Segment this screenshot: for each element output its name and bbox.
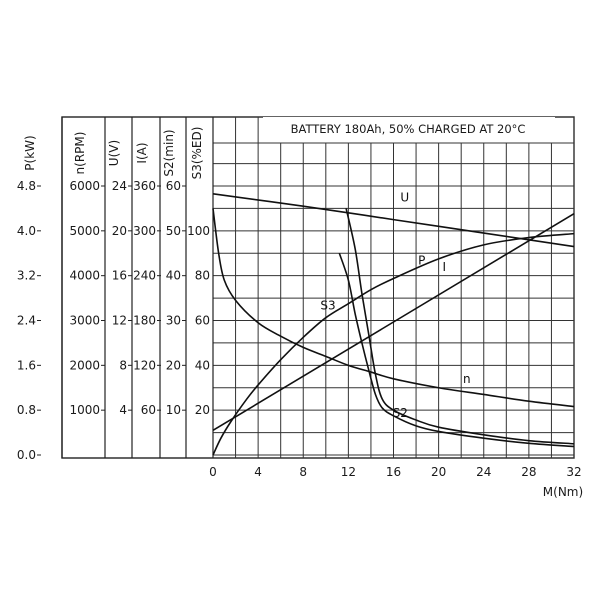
x-tick-label: 20 bbox=[431, 465, 446, 479]
curve-p bbox=[212, 232, 575, 456]
tick-label-u: 24 bbox=[112, 179, 127, 193]
curve-label-s2: S2 bbox=[393, 406, 408, 420]
x-axis-label: M(Nm) bbox=[543, 485, 583, 499]
tick-label-s2: 50 bbox=[166, 224, 181, 238]
axis-header-p: P(kW) bbox=[23, 135, 37, 170]
tick-label-s3: 40 bbox=[195, 358, 210, 372]
tick-label-s2: 20 bbox=[166, 358, 181, 372]
curve-s2 bbox=[345, 208, 575, 445]
tick-label-p: 2.4 bbox=[17, 314, 36, 328]
chart-grid bbox=[212, 117, 575, 458]
curve-s3 bbox=[338, 252, 575, 448]
tick-label-p: 3.2 bbox=[17, 269, 36, 283]
tick-label-n: 1000 bbox=[69, 403, 100, 417]
curve-label-n: n bbox=[463, 372, 471, 386]
x-tick-label: 24 bbox=[476, 465, 491, 479]
tick-label-n: 5000 bbox=[69, 224, 100, 238]
axis-header-n: n(RPM) bbox=[73, 132, 87, 175]
tick-label-s3: 60 bbox=[195, 314, 210, 328]
axis-header-s3: S3(%ED) bbox=[190, 127, 204, 180]
tick-label-i: 180 bbox=[133, 314, 156, 328]
axis-header-i: I(A) bbox=[135, 142, 149, 163]
x-tick-label: 4 bbox=[254, 465, 262, 479]
x-tick-label: 16 bbox=[386, 465, 401, 479]
curve-i bbox=[212, 212, 575, 432]
tick-label-i: 300 bbox=[133, 224, 156, 238]
left-axes: P(kW) n(RPM) U(V) I(A) S2(min) S3(%ED) 0.0 0.8 1… bbox=[17, 117, 214, 462]
curve-label-i: I bbox=[442, 260, 446, 274]
chart-frame bbox=[61, 116, 575, 459]
x-axis: 0 4 8 12 16 20 24 28 32 bbox=[209, 465, 581, 479]
tick-label-s2: 40 bbox=[166, 269, 181, 283]
tick-label-p: 4.0 bbox=[17, 224, 36, 238]
outer-frame bbox=[61, 116, 575, 459]
axis-header-s2: S2(min) bbox=[162, 129, 176, 176]
tick-label-u: 16 bbox=[112, 269, 127, 283]
curve-label-p: P bbox=[418, 253, 425, 267]
tick-label-s3: 80 bbox=[195, 269, 210, 283]
tick-label-n: 6000 bbox=[69, 179, 100, 193]
chart-title: BATTERY 180Ah, 50% CHARGED AT 20°C bbox=[291, 122, 526, 136]
x-tick-label: 12 bbox=[341, 465, 356, 479]
tick-label-s2: 10 bbox=[166, 403, 181, 417]
tick-label-i: 120 bbox=[133, 358, 156, 372]
tick-label-s3: 100 bbox=[187, 224, 210, 238]
tick-label-n: 2000 bbox=[69, 358, 100, 372]
curve-label-u: U bbox=[400, 191, 409, 205]
tick-label-p: 1.6 bbox=[17, 358, 36, 372]
tick-label-i: 360 bbox=[133, 179, 156, 193]
tick-label-u: 4 bbox=[119, 403, 127, 417]
tick-label-s3: 20 bbox=[195, 403, 210, 417]
curves bbox=[212, 193, 575, 456]
curve-labels: U P In S2 S3 bbox=[320, 191, 470, 420]
tick-label-u: 8 bbox=[119, 358, 127, 372]
x-tick-label: 28 bbox=[521, 465, 536, 479]
tick-label-u: 20 bbox=[112, 224, 127, 238]
tick-label-p: 4.8 bbox=[17, 179, 36, 193]
x-tick-label: 32 bbox=[566, 465, 581, 479]
tick-label-s2: 60 bbox=[166, 179, 181, 193]
tick-label-i: 240 bbox=[133, 269, 156, 283]
tick-label-p: 0.0 bbox=[17, 448, 36, 462]
tick-label-i: 60 bbox=[141, 403, 156, 417]
tick-label-s2: 30 bbox=[166, 314, 181, 328]
tick-label-n: 3000 bbox=[69, 314, 100, 328]
x-tick-label: 8 bbox=[299, 465, 307, 479]
tick-label-p: 0.8 bbox=[17, 403, 36, 417]
tick-label-u: 12 bbox=[112, 314, 127, 328]
curve-n bbox=[212, 208, 575, 408]
x-tick-label: 0 bbox=[209, 465, 217, 479]
axis-header-u: U(V) bbox=[107, 140, 121, 166]
curve-u bbox=[212, 193, 575, 248]
curve-label-s3: S3 bbox=[320, 298, 335, 312]
tick-label-n: 4000 bbox=[69, 269, 100, 283]
title-box bbox=[263, 117, 555, 143]
